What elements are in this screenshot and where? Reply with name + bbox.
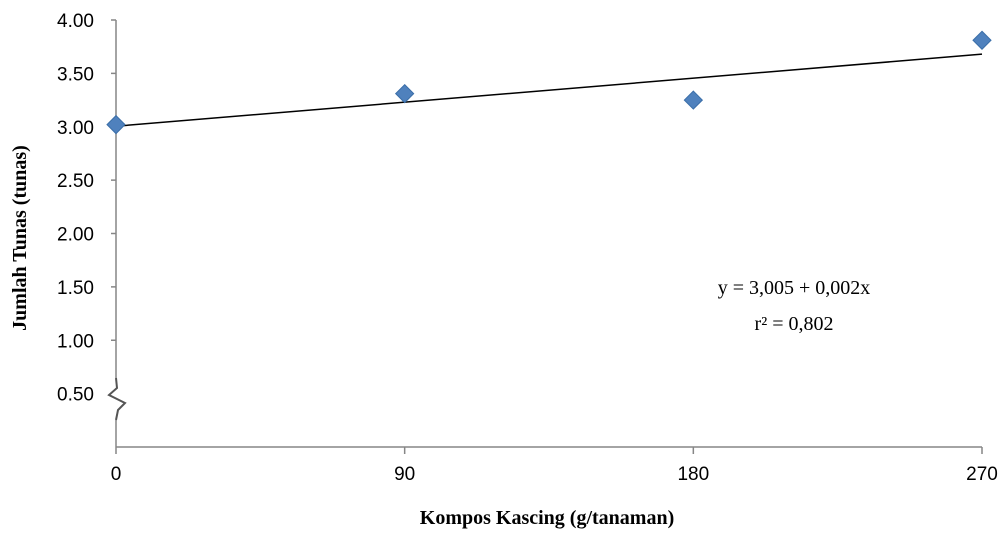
y-tick-label: 0.50 bbox=[57, 385, 94, 406]
y-tick-label: 1.00 bbox=[57, 331, 94, 352]
x-axis-title: Kompos Kascing (g/tanaman) bbox=[420, 507, 674, 529]
y-tick-label: 3.50 bbox=[57, 64, 94, 85]
data-point bbox=[394, 83, 415, 104]
y-tick-label: 2.00 bbox=[57, 225, 94, 246]
data-point bbox=[106, 114, 126, 135]
x-tick-label: 90 bbox=[394, 464, 415, 485]
y-tick-label: 3.00 bbox=[57, 118, 94, 139]
data-points bbox=[106, 30, 992, 135]
axis-break-mark bbox=[107, 377, 127, 421]
data-point bbox=[683, 90, 704, 110]
regression-equation: y = 3,005 + 0,002x bbox=[718, 277, 871, 299]
r-squared-label: r² = 0,802 bbox=[755, 313, 834, 335]
x-tick-label: 270 bbox=[966, 464, 998, 485]
y-tick-label: 1.50 bbox=[57, 278, 94, 299]
y-axis-title: Jumlah Tunas (tunas) bbox=[9, 145, 31, 331]
x-axis: 0 90 180 270 bbox=[111, 446, 998, 485]
x-tick-label: 180 bbox=[677, 464, 709, 485]
trendline bbox=[115, 53, 983, 127]
data-point bbox=[972, 30, 992, 50]
y-tick-label: 4.00 bbox=[57, 11, 94, 32]
trendline-line bbox=[115, 53, 983, 127]
y-axis: 0.50 1.00 1.50 2.00 2.50 3.00 3.50 4.00 bbox=[57, 11, 117, 447]
y-tick-label: 2.50 bbox=[57, 171, 94, 192]
axis-break-zigzag bbox=[107, 377, 127, 421]
x-tick-label: 0 bbox=[111, 464, 122, 485]
